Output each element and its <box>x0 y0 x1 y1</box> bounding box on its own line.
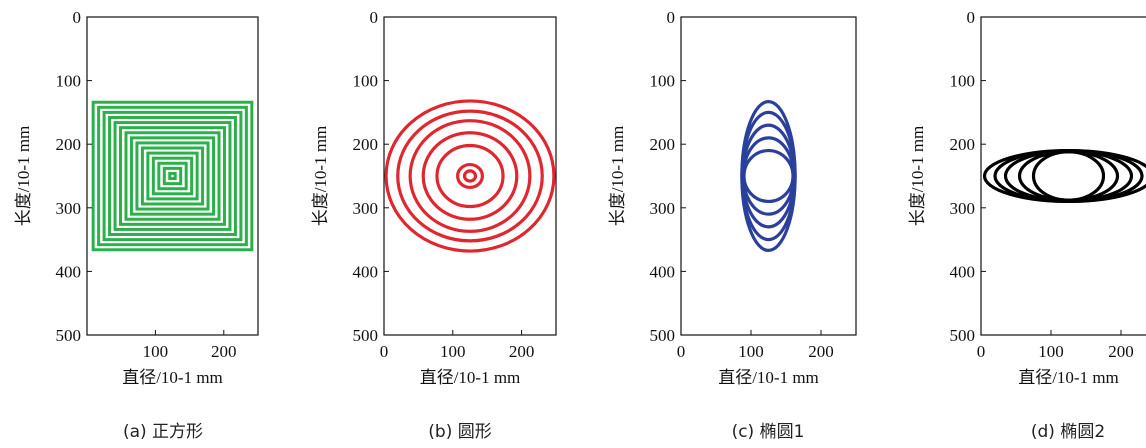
square-contour-3 <box>157 161 188 191</box>
ellipse-contour-3 <box>435 143 505 209</box>
x-tick-label: 0 <box>977 342 986 361</box>
square-contour-10 <box>119 126 226 226</box>
y-tick-label: 400 <box>56 262 82 281</box>
y-tick-label: 400 <box>650 262 676 281</box>
ellipse-contour-1 <box>462 169 478 183</box>
x-tick-label: 200 <box>808 342 834 361</box>
square-contour-1 <box>168 171 177 181</box>
square-contour-5 <box>146 151 199 201</box>
x-tick-label: 0 <box>677 342 686 361</box>
y-tick-label: 200 <box>650 135 676 154</box>
square-contour-4 <box>151 156 194 196</box>
x-axis-label: 直径/10-1 mm <box>1018 368 1119 387</box>
plot-frame-a <box>86 16 259 336</box>
ellipse-contour-5 <box>982 148 1146 204</box>
x-tick-label: 100 <box>143 342 169 361</box>
ellipse-contour-7 <box>384 99 556 253</box>
y-tick-label: 500 <box>56 326 82 345</box>
series-marks-d <box>982 148 1146 204</box>
y-tick-label: 0 <box>967 8 976 27</box>
y-axis-label: 长度/10-1 mm <box>311 126 330 227</box>
series-marks-c <box>740 99 797 253</box>
panel-caption: (d) 椭圆2 <box>1031 422 1105 442</box>
ellipse-contour-3 <box>1003 149 1134 203</box>
x-tick-label: 100 <box>1038 342 1064 361</box>
x-axis-label: 直径/10-1 mm <box>122 368 223 387</box>
y-tick-label: 200 <box>950 135 976 154</box>
y-tick-label: 200 <box>353 135 379 154</box>
x-axis-label: 直径/10-1 mm <box>420 368 521 387</box>
y-tick-label: 400 <box>353 262 379 281</box>
y-tick-label: 300 <box>950 199 976 218</box>
y-tick-label: 0 <box>370 8 379 27</box>
ellipse-contour-4 <box>740 110 797 242</box>
square-contour-6 <box>140 146 205 206</box>
ellipse-contour-1 <box>742 148 795 204</box>
panel-caption: (b) 圆形 <box>428 422 491 442</box>
plot-frame-d <box>980 16 1146 336</box>
square-contour-9 <box>124 131 221 221</box>
ellipse-contour-6 <box>396 109 544 243</box>
y-tick-label: 0 <box>667 8 676 27</box>
ellipse-contour-5 <box>408 119 532 233</box>
x-tick-label: 0 <box>380 342 389 361</box>
square-contour-12 <box>108 115 237 237</box>
series-marks-b <box>384 99 556 253</box>
y-tick-label: 400 <box>950 262 976 281</box>
y-tick-label: 300 <box>56 199 82 218</box>
x-tick-label: 100 <box>440 342 466 361</box>
y-tick-label: 0 <box>73 8 82 27</box>
y-tick-label: 100 <box>56 72 82 91</box>
y-tick-label: 500 <box>950 326 976 345</box>
ellipse-contour-3 <box>740 123 796 229</box>
square-contour-7 <box>135 141 210 211</box>
x-tick-label: 200 <box>509 342 535 361</box>
chart-panel-a: 0 100 200 300 400 500 100 200 直径/10-1 mm 长度/10-1 … <box>14 8 259 442</box>
panel-caption: (a) 正方形 <box>123 422 203 442</box>
y-tick-label: 100 <box>650 72 676 91</box>
y-tick-label: 100 <box>353 72 379 91</box>
y-tick-label: 200 <box>56 135 82 154</box>
y-tick-label: 100 <box>950 72 976 91</box>
x-tick-label: 200 <box>211 342 237 361</box>
panel-caption: (c) 椭圆1 <box>732 422 805 442</box>
ellipse-contour-4 <box>421 131 519 221</box>
plot-frame-b <box>383 16 557 336</box>
y-tick-label: 300 <box>353 199 379 218</box>
square-contour-13 <box>102 110 243 242</box>
ellipse-contour-4 <box>993 148 1144 204</box>
square-contour-2 <box>162 166 183 186</box>
ellipse-contour-5 <box>740 99 797 253</box>
square-contour-14 <box>97 105 248 247</box>
y-tick-label: 500 <box>353 326 379 345</box>
y-axis-label: 长度/10-1 mm <box>908 126 927 227</box>
y-tick-label: 300 <box>650 199 676 218</box>
x-tick-label: 200 <box>1108 342 1134 361</box>
x-axis-label: 直径/10-1 mm <box>718 368 819 387</box>
y-tick-label: 500 <box>650 326 676 345</box>
x-tick-label: 100 <box>738 342 764 361</box>
y-axis-label: 长度/10-1 mm <box>14 126 33 227</box>
ellipse-contour-2 <box>456 162 484 190</box>
ellipse-contour-1 <box>1031 150 1106 202</box>
plot-frame-c <box>680 16 857 336</box>
y-axis-label: 长度/10-1 mm <box>608 126 627 227</box>
series-marks-a <box>91 100 254 252</box>
square-contour-11 <box>113 121 232 231</box>
square-contour-8 <box>129 136 216 216</box>
square-contour-15 <box>91 100 254 252</box>
